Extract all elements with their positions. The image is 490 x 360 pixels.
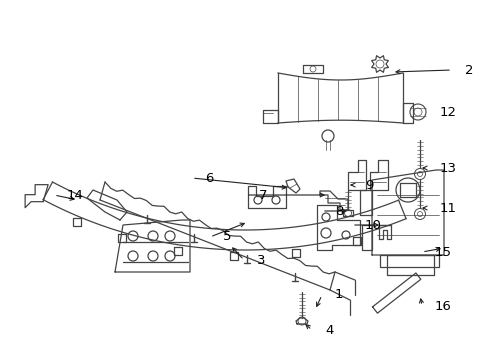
Text: 7: 7 xyxy=(259,189,268,202)
Text: 4: 4 xyxy=(325,324,333,337)
Text: 3: 3 xyxy=(257,253,266,266)
Text: 15: 15 xyxy=(435,246,452,258)
Text: 2: 2 xyxy=(465,63,473,77)
Text: 16: 16 xyxy=(435,300,452,312)
Text: 5: 5 xyxy=(223,230,231,243)
Text: 9: 9 xyxy=(365,179,373,192)
Text: 13: 13 xyxy=(440,162,457,175)
Text: 11: 11 xyxy=(440,202,457,215)
Text: 1: 1 xyxy=(335,288,343,302)
Text: 12: 12 xyxy=(440,105,457,118)
Text: 10: 10 xyxy=(365,219,382,231)
Text: 6: 6 xyxy=(205,171,213,185)
Text: 8: 8 xyxy=(335,204,343,217)
Text: 14: 14 xyxy=(67,189,84,202)
